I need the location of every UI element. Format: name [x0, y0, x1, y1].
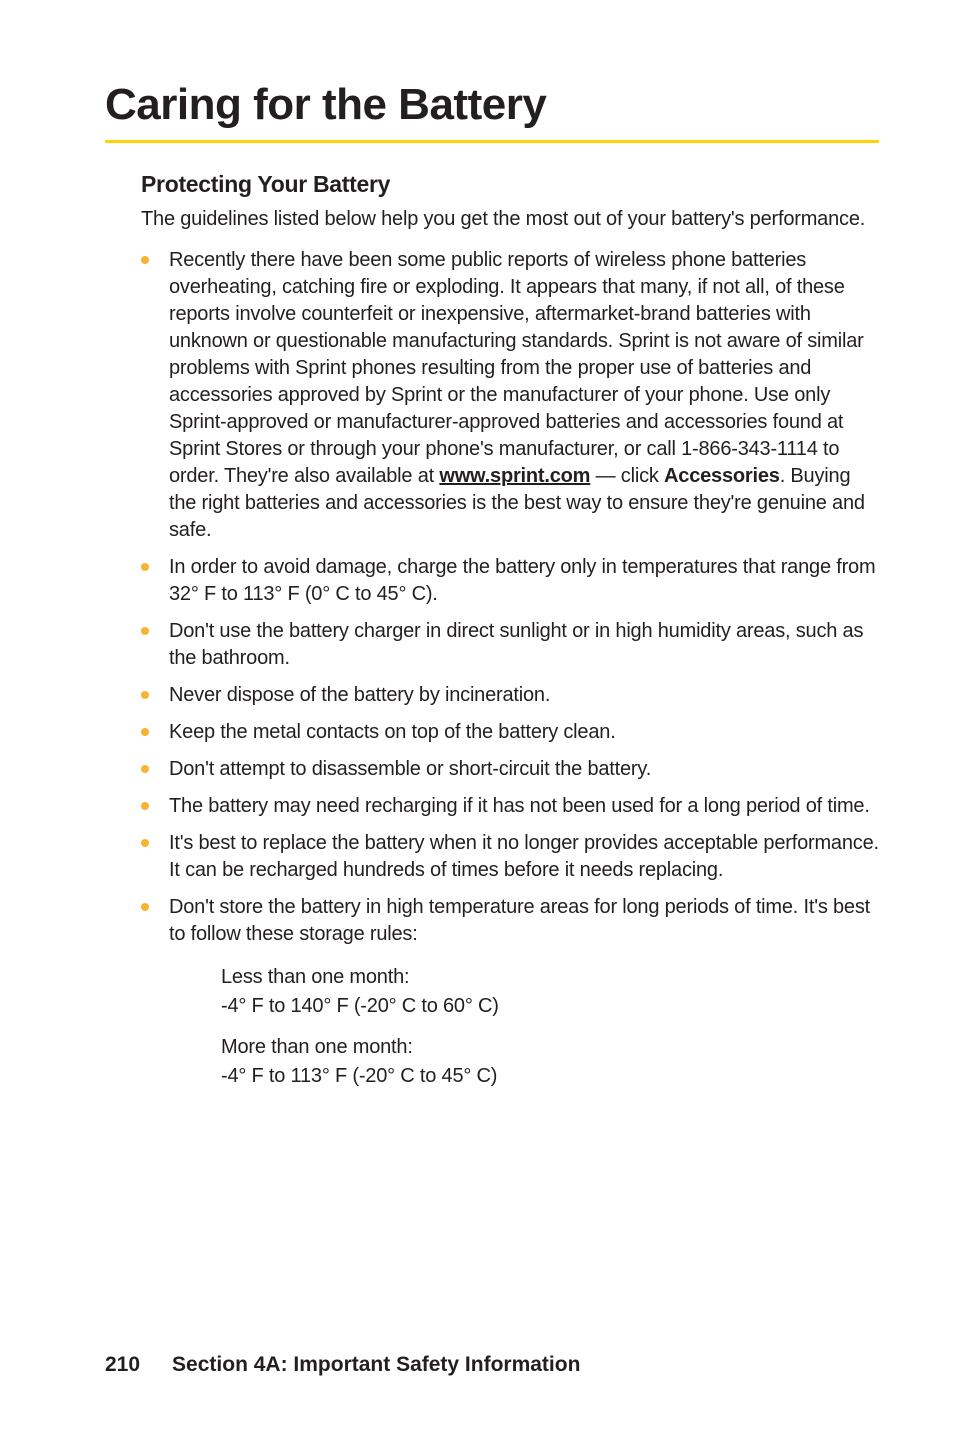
list-item: Don't attempt to disassemble or short-ci… [141, 756, 879, 783]
sprint-link[interactable]: www.sprint.com [439, 465, 590, 487]
page-number: 210 [105, 1353, 140, 1376]
storage-label: More than one month: [221, 1034, 879, 1061]
section-subtitle: Protecting Your Battery [141, 169, 879, 200]
bullet-text: — click [590, 465, 664, 487]
storage-label: Less than one month: [221, 964, 879, 991]
bullet-text: Recently there have been some public rep… [169, 249, 864, 487]
list-item: The battery may need recharging if it ha… [141, 793, 879, 820]
storage-rules: Less than one month: -4° F to 140° F (-2… [221, 964, 879, 1090]
list-item: Keep the metal contacts on top of the ba… [141, 719, 879, 746]
storage-range: -4° F to 140° F (-20° C to 60° C) [221, 993, 879, 1020]
list-item: Don't use the battery charger in direct … [141, 618, 879, 672]
list-item: Don't store the battery in high temperat… [141, 894, 879, 948]
storage-block: Less than one month: -4° F to 140° F (-2… [221, 964, 879, 1020]
title-rule [105, 140, 879, 143]
intro-text: The guidelines listed below help you get… [141, 206, 879, 233]
page-title: Caring for the Battery [105, 75, 879, 134]
page-footer: 210 Section 4A: Important Safety Informat… [105, 1351, 580, 1379]
body-content: Protecting Your Battery The guidelines l… [105, 169, 879, 1090]
bullet-list: Recently there have been some public rep… [141, 247, 879, 948]
list-item: It's best to replace the battery when it… [141, 830, 879, 884]
list-item: Never dispose of the battery by incinera… [141, 682, 879, 709]
list-item: In order to avoid damage, charge the bat… [141, 554, 879, 608]
section-label: Section 4A: Important Safety Information [172, 1353, 580, 1376]
accessories-label: Accessories [664, 465, 780, 487]
storage-block: More than one month: -4° F to 113° F (-2… [221, 1034, 879, 1090]
storage-range: -4° F to 113° F (-20° C to 45° C) [221, 1063, 879, 1090]
list-item: Recently there have been some public rep… [141, 247, 879, 544]
